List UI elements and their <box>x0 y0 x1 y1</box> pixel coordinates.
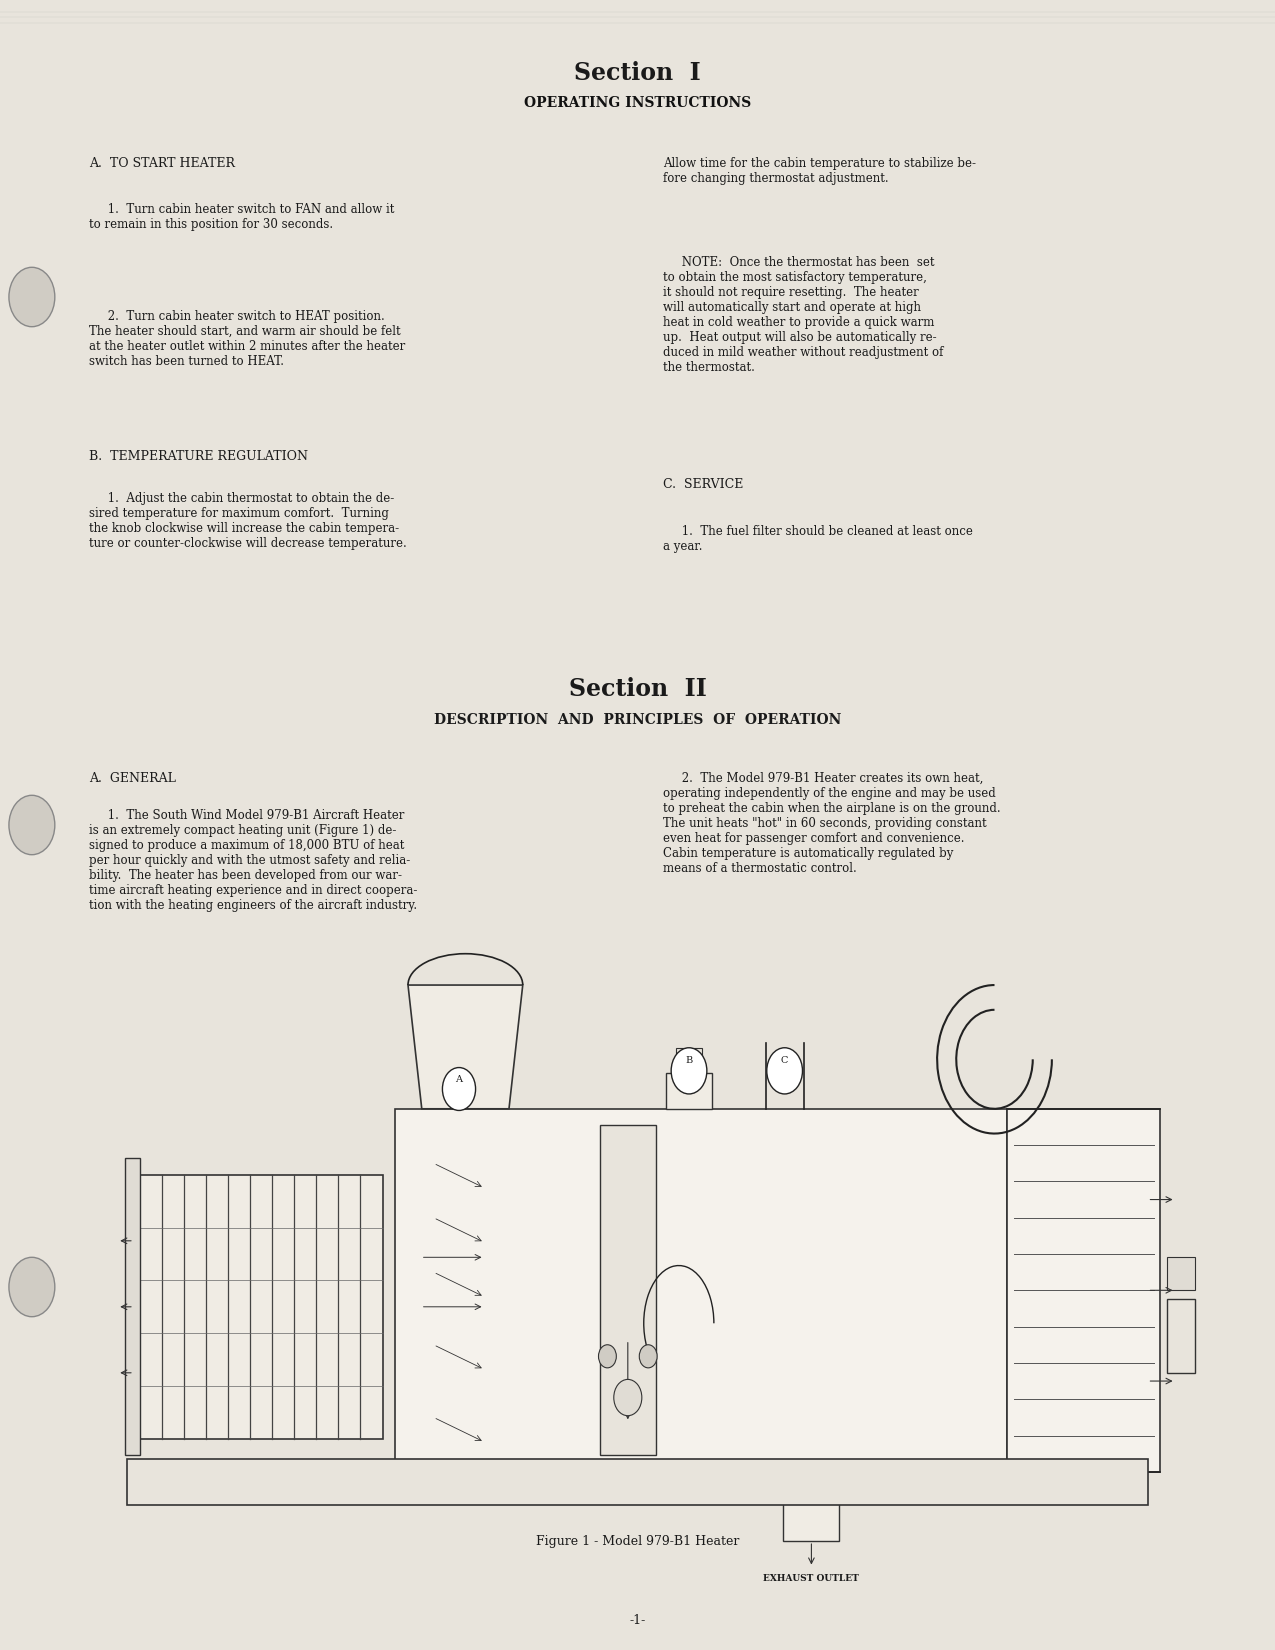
Circle shape <box>9 1257 55 1317</box>
Text: NOTE:  Once the thermostat has been  set
to obtain the most satisfactory tempera: NOTE: Once the thermostat has been set t… <box>663 256 944 375</box>
Text: C.  SERVICE: C. SERVICE <box>663 478 743 492</box>
Circle shape <box>9 795 55 855</box>
Text: 2.  Turn cabin heater switch to HEAT position.
The heater should start, and warm: 2. Turn cabin heater switch to HEAT posi… <box>89 310 405 368</box>
Text: B.  TEMPERATURE REGULATION: B. TEMPERATURE REGULATION <box>89 450 309 464</box>
Circle shape <box>613 1379 641 1416</box>
Circle shape <box>9 267 55 327</box>
Text: Section  II: Section II <box>569 676 706 701</box>
Circle shape <box>598 1345 616 1368</box>
Text: 1.  Turn cabin heater switch to FAN and allow it
to remain in this position for : 1. Turn cabin heater switch to FAN and a… <box>89 203 395 231</box>
Text: OPERATING INSTRUCTIONS: OPERATING INSTRUCTIONS <box>524 96 751 109</box>
Text: 2.  The Model 979-B1 Heater creates its own heat,
operating independently of the: 2. The Model 979-B1 Heater creates its o… <box>663 772 1001 874</box>
Text: B: B <box>686 1056 692 1066</box>
Text: A.  TO START HEATER: A. TO START HEATER <box>89 157 236 170</box>
Text: Figure 1 - Model 979-B1 Heater: Figure 1 - Model 979-B1 Heater <box>536 1534 740 1548</box>
Text: A: A <box>455 1074 463 1084</box>
Bar <box>1167 1257 1195 1290</box>
Text: C: C <box>782 1056 788 1066</box>
Text: DESCRIPTION  AND  PRINCIPLES  OF  OPERATION: DESCRIPTION AND PRINCIPLES OF OPERATION <box>434 713 842 726</box>
Bar <box>1007 1109 1160 1472</box>
Text: Section  I: Section I <box>574 61 701 86</box>
Text: 1.  Adjust the cabin thermostat to obtain the de-
sired temperature for maximum : 1. Adjust the cabin thermostat to obtain… <box>89 492 407 549</box>
Polygon shape <box>408 985 523 1109</box>
Circle shape <box>766 1048 802 1094</box>
Text: 1.  The South Wind Model 979-B1 Aircraft Heater
is an extremely compact heating : 1. The South Wind Model 979-B1 Aircraft … <box>89 808 418 911</box>
Text: A.  GENERAL: A. GENERAL <box>89 772 176 785</box>
Text: 1.  The fuel filter should be cleaned at least once
a year.: 1. The fuel filter should be cleaned at … <box>663 525 973 553</box>
Bar <box>783 1472 839 1541</box>
Text: Allow time for the cabin temperature to stabilize be-
fore changing thermostat a: Allow time for the cabin temperature to … <box>663 157 975 185</box>
Bar <box>599 1125 655 1455</box>
Bar <box>666 1072 711 1109</box>
Bar <box>128 1459 1148 1505</box>
Circle shape <box>639 1345 657 1368</box>
Bar <box>676 1048 701 1072</box>
Bar <box>395 1109 1007 1472</box>
Bar <box>1167 1299 1195 1373</box>
Text: -1-: -1- <box>630 1614 645 1627</box>
Circle shape <box>671 1048 706 1094</box>
Bar <box>140 1175 382 1439</box>
Text: EXHAUST OUTLET: EXHAUST OUTLET <box>764 1574 859 1582</box>
Circle shape <box>442 1068 476 1110</box>
Bar <box>125 1158 140 1455</box>
